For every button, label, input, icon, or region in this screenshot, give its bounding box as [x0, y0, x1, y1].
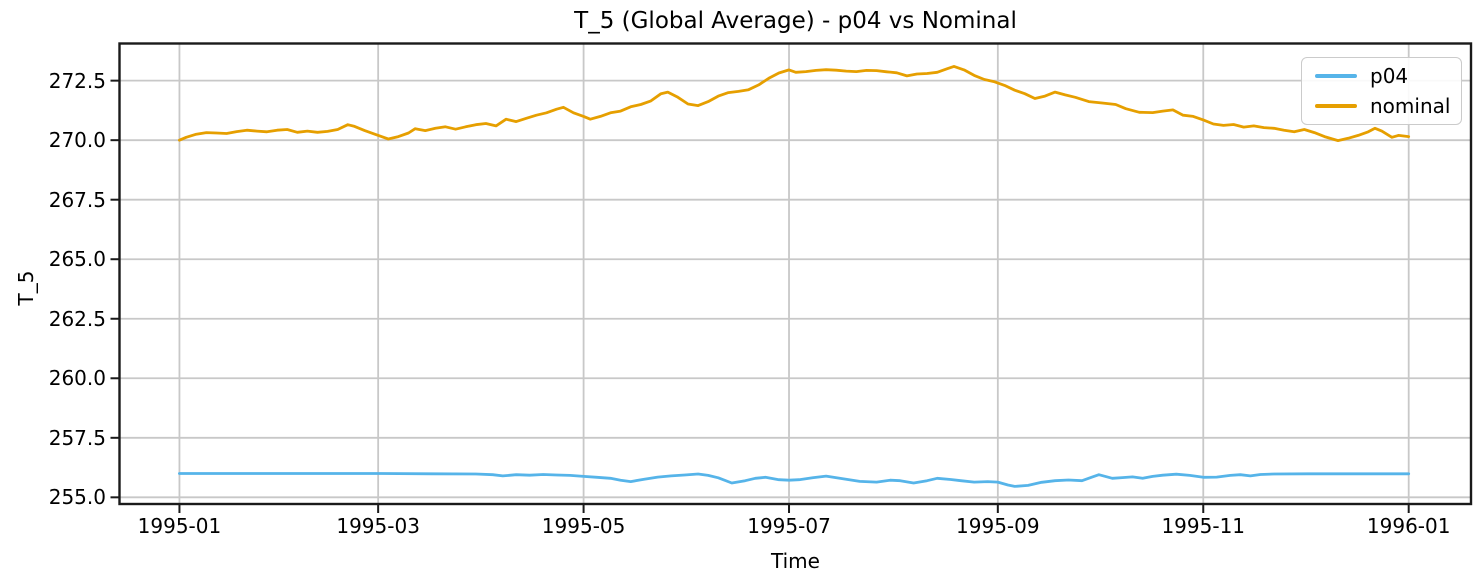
x-tick-label: 1995-03 [336, 514, 420, 538]
grid-lines [119, 43, 1471, 504]
axis-tick-marks [110, 79, 1410, 513]
axes-spines [118, 42, 1473, 506]
y-tick-label: 260.0 [48, 366, 106, 391]
x-tick-label: 1995-05 [541, 514, 626, 538]
y-tick-label: 265.0 [48, 247, 106, 272]
y-tick-label: 257.5 [48, 425, 106, 450]
x-tick-label: 1995-01 [137, 514, 222, 538]
x-axis-label: Time [771, 549, 820, 573]
legend-entry-p04: p04 [1302, 62, 1461, 90]
y-tick-label: 255.0 [48, 485, 106, 510]
x-tick-label: 1996-01 [1366, 514, 1451, 538]
y-tick-label: 267.5 [48, 187, 106, 212]
y-tick-label: 272.5 [48, 68, 106, 93]
legend-label-p04: p04 [1370, 64, 1409, 88]
chart-title: T_5 (Global Average) - p04 vs Nominal [574, 8, 1017, 34]
p04-line-swatch [1315, 74, 1357, 78]
y-tick-label: 262.5 [48, 306, 106, 331]
legend-label-nominal: nominal [1370, 94, 1451, 118]
nominal-line-swatch [1315, 104, 1357, 108]
y-axis-label: T_5 [14, 270, 38, 306]
x-tick-label: 1995-11 [1161, 514, 1246, 538]
x-tick-label: 1995-09 [956, 514, 1040, 538]
y-tick-label: 270.0 [48, 128, 106, 153]
legend-entry-nominal: nominal [1302, 92, 1461, 120]
legend: p04 nominal [1301, 57, 1462, 125]
series-lines [177, 65, 1411, 488]
x-tick-label: 1995-07 [747, 514, 831, 538]
